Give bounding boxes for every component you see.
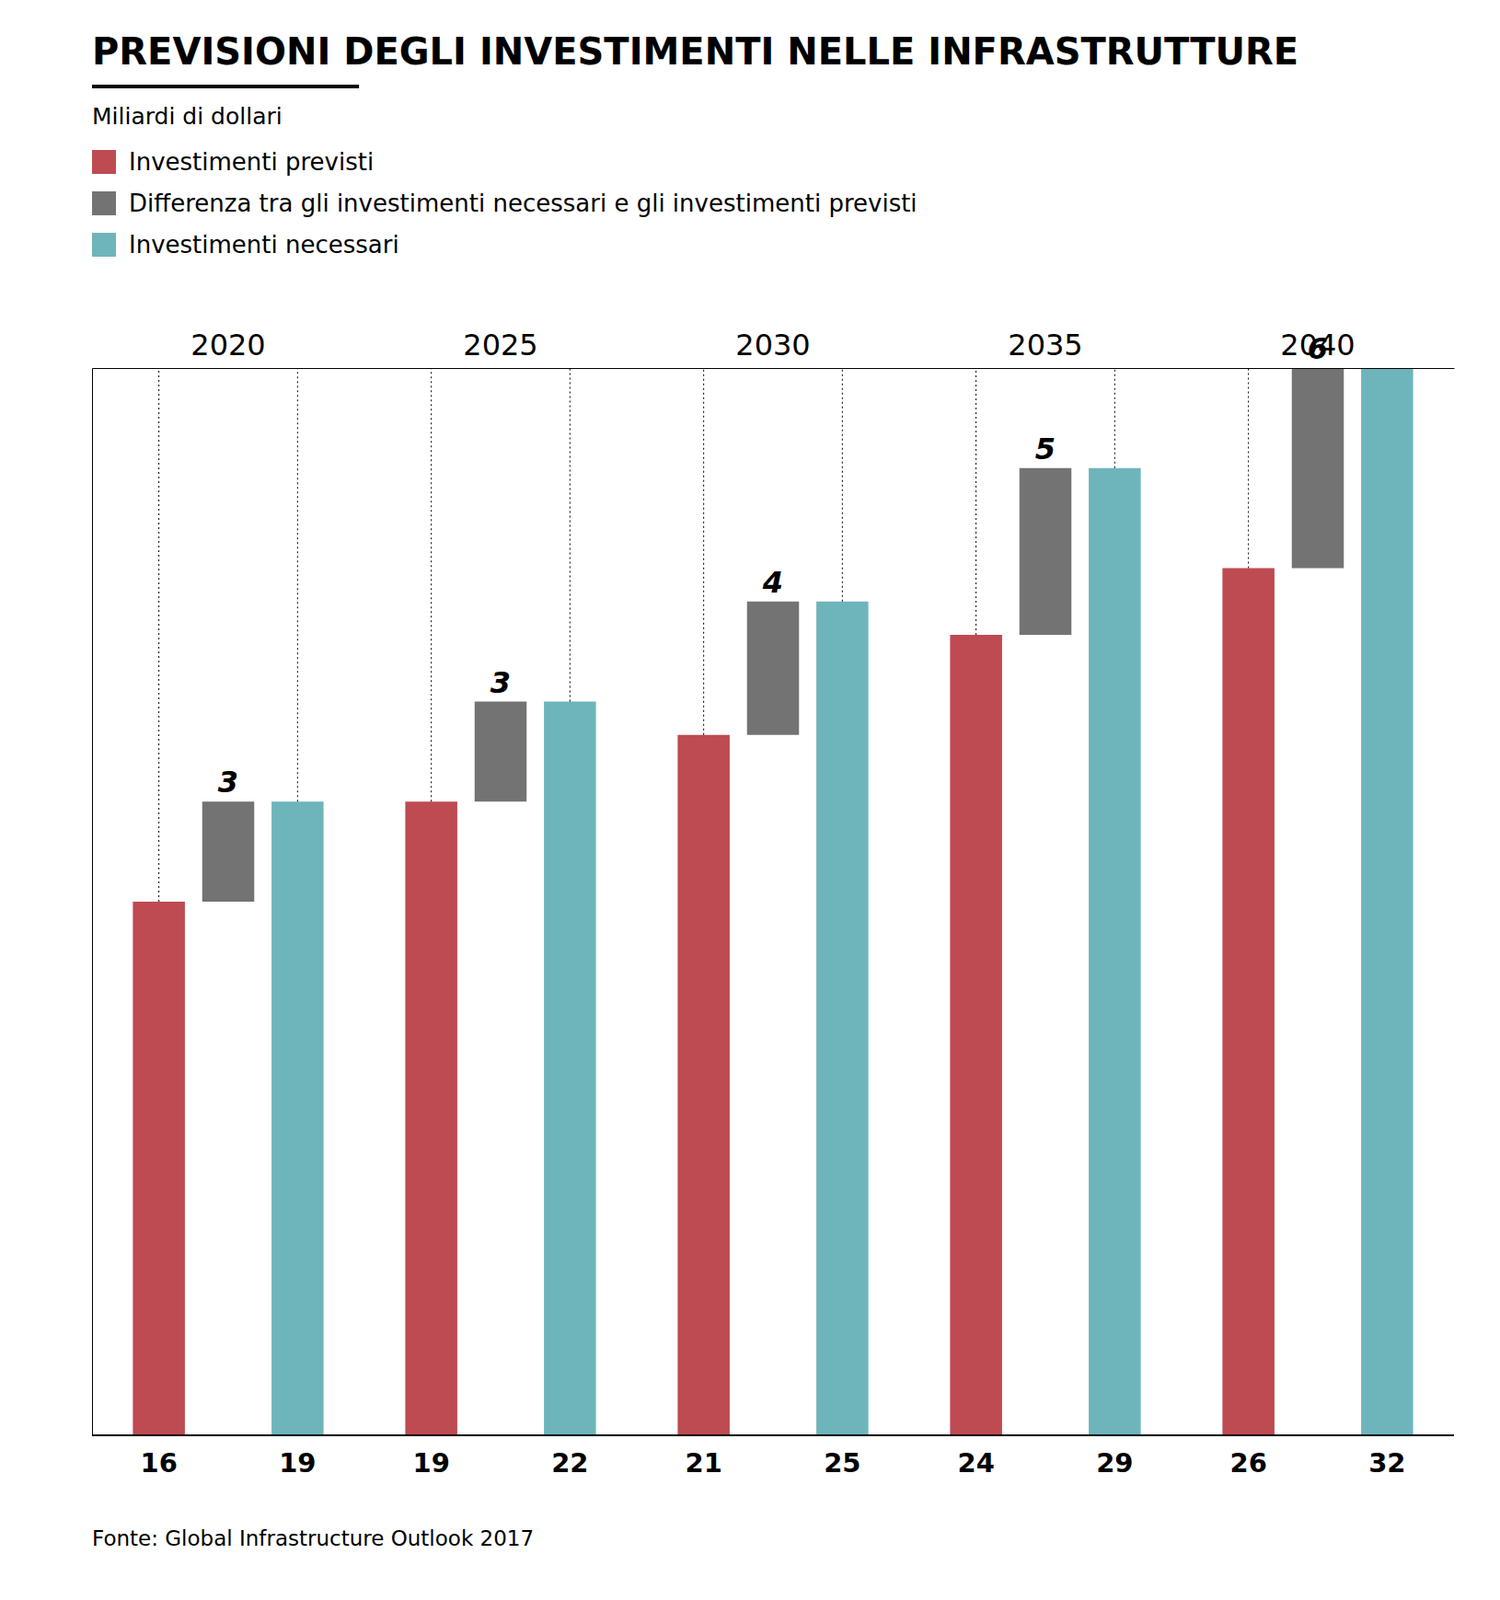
bar bbox=[404, 801, 458, 1436]
guide-line bbox=[569, 368, 571, 703]
bar bbox=[747, 601, 800, 736]
x-tick: 2030 bbox=[735, 327, 810, 369]
bar bbox=[271, 801, 324, 1436]
legend: Investimenti previsti Differenza tra gli … bbox=[92, 148, 918, 259]
data-label: 25 bbox=[823, 1447, 861, 1479]
data-label: 21 bbox=[684, 1447, 722, 1479]
baseline bbox=[92, 1434, 1454, 1437]
x-tick-label: 2035 bbox=[1007, 327, 1083, 363]
x-axis: 2020 2025 2030 2035 2040 bbox=[92, 327, 1455, 370]
x-axis-line bbox=[92, 368, 1455, 370]
data-label: 6 bbox=[1307, 331, 1328, 367]
legend-label: Investimenti previsti bbox=[128, 148, 374, 176]
chart: PREVISIONI DEGLI INVESTIMENTI NELLE INFR… bbox=[0, 0, 1500, 1600]
bar bbox=[1222, 568, 1275, 1437]
legend-swatch bbox=[92, 232, 116, 257]
legend-label: Differenza tra gli investimenti necessar… bbox=[128, 189, 918, 218]
title-underline bbox=[92, 84, 359, 89]
x-tick: 2035 bbox=[1007, 327, 1083, 369]
bar bbox=[677, 735, 730, 1436]
data-label: 26 bbox=[1229, 1447, 1267, 1479]
bar bbox=[1292, 368, 1345, 569]
x-tick-label: 2030 bbox=[735, 327, 810, 363]
bar bbox=[543, 702, 597, 1437]
data-label: 19 bbox=[412, 1447, 450, 1479]
x-tick: 2020 bbox=[190, 327, 266, 369]
legend-swatch bbox=[92, 191, 116, 216]
data-label: 29 bbox=[1096, 1447, 1133, 1479]
data-label: 3 bbox=[218, 764, 239, 800]
legend-item: Differenza tra gli investimenti necessar… bbox=[92, 189, 918, 218]
guide-line bbox=[975, 368, 977, 635]
data-label: 16 bbox=[139, 1447, 177, 1479]
data-label: 3 bbox=[490, 665, 511, 701]
data-label: 19 bbox=[278, 1447, 316, 1479]
bar bbox=[474, 702, 528, 803]
legend-label: Investimenti necessari bbox=[128, 230, 400, 259]
x-tick: 2040 bbox=[1280, 327, 1355, 369]
data-label: 5 bbox=[1035, 431, 1056, 467]
plot-area bbox=[132, 368, 1413, 1436]
guide-line bbox=[1114, 368, 1116, 469]
guide-line bbox=[1247, 368, 1249, 569]
bar bbox=[1019, 468, 1073, 635]
data-label: 32 bbox=[1368, 1447, 1406, 1479]
guide-line bbox=[430, 368, 432, 802]
guide-line bbox=[158, 368, 160, 902]
bar bbox=[132, 901, 185, 1436]
legend-item: Investimenti necessari bbox=[92, 230, 400, 259]
legend-item: Investimenti previsti bbox=[92, 148, 374, 176]
x-tick-label: 2025 bbox=[462, 327, 538, 363]
data-label: 24 bbox=[957, 1447, 994, 1479]
data-label: 4 bbox=[761, 565, 784, 600]
subtitle: Miliardi di dollari bbox=[92, 103, 283, 130]
y-axis-line bbox=[92, 369, 93, 1437]
bar bbox=[202, 801, 255, 902]
title: PREVISIONI DEGLI INVESTIMENTI NELLE INFR… bbox=[92, 30, 1299, 73]
bar bbox=[816, 601, 869, 1436]
bar bbox=[1088, 468, 1142, 1436]
guide-line bbox=[297, 368, 299, 802]
guide-line bbox=[703, 368, 704, 736]
x-tick-label: 2020 bbox=[190, 327, 266, 363]
legend-swatch bbox=[92, 150, 116, 174]
data-label: 22 bbox=[551, 1447, 589, 1479]
bar bbox=[949, 634, 1003, 1436]
x-tick: 2025 bbox=[462, 327, 538, 369]
annotation: Fonte: Global Infrastructure Outlook 201… bbox=[92, 1526, 534, 1551]
y-axis bbox=[92, 369, 93, 1437]
guide-line bbox=[842, 368, 843, 602]
bar bbox=[1361, 368, 1414, 1436]
data-labels: 16 19 21 24 26 3 3 4 5 6 19 22 25 29 32 bbox=[139, 331, 1406, 1479]
